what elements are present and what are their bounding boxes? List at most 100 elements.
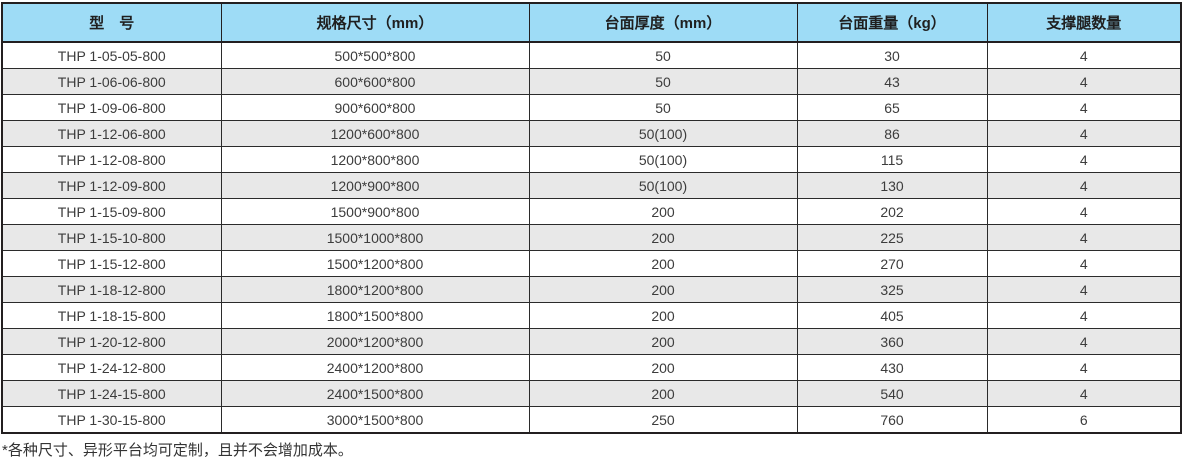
cell-weight: 43 xyxy=(796,68,988,95)
cell-thickness: 200 xyxy=(528,224,798,251)
cell-legs: 4 xyxy=(986,224,1182,251)
cell-weight: 225 xyxy=(796,224,988,251)
cell-legs: 4 xyxy=(986,354,1182,381)
cell-thickness: 200 xyxy=(528,250,798,277)
cell-legs: 4 xyxy=(986,250,1182,277)
cell-weight: 86 xyxy=(796,120,988,147)
table-row: THP 1-24-15-800 2400*1500*800 200 540 4 xyxy=(1,380,1182,407)
spec-table-container: 型 号 规格尺寸（mm） 台面厚度（mm） 台面重量（kg） 支撑腿数量 THP… xyxy=(1,2,1182,434)
table-row: THP 1-20-12-800 2000*1200*800 200 360 4 xyxy=(1,328,1182,355)
cell-thickness: 50 xyxy=(528,41,798,69)
col-header-model: 型 号 xyxy=(1,2,222,43)
cell-dimensions: 1800*1200*800 xyxy=(220,276,530,303)
cell-dimensions: 1500*1200*800 xyxy=(220,250,530,277)
cell-weight: 540 xyxy=(796,380,988,407)
cell-dimensions: 600*600*800 xyxy=(220,68,530,95)
cell-legs: 4 xyxy=(986,68,1182,95)
cell-dimensions: 1500*900*800 xyxy=(220,198,530,225)
cell-model: THP 1-24-12-800 xyxy=(1,354,222,381)
cell-weight: 115 xyxy=(796,146,988,173)
cell-weight: 405 xyxy=(796,302,988,329)
table-row: THP 1-18-15-800 1800*1500*800 200 405 4 xyxy=(1,302,1182,329)
table-row: THP 1-12-08-800 1200*800*800 50(100) 115 4 xyxy=(1,146,1182,173)
table-row: THP 1-15-12-800 1500*1200*800 200 270 4 xyxy=(1,250,1182,277)
col-header-dimensions: 规格尺寸（mm） xyxy=(220,2,530,43)
cell-dimensions: 2400*1500*800 xyxy=(220,380,530,407)
cell-legs: 4 xyxy=(986,302,1182,329)
cell-legs: 6 xyxy=(986,406,1182,434)
cell-model: THP 1-30-15-800 xyxy=(1,406,222,434)
table-row: THP 1-12-09-800 1200*900*800 50(100) 130 4 xyxy=(1,172,1182,199)
cell-model: THP 1-18-15-800 xyxy=(1,302,222,329)
cell-dimensions: 1200*600*800 xyxy=(220,120,530,147)
cell-model: THP 1-18-12-800 xyxy=(1,276,222,303)
cell-legs: 4 xyxy=(986,41,1182,69)
cell-thickness: 200 xyxy=(528,276,798,303)
table-header: 型 号 规格尺寸（mm） 台面厚度（mm） 台面重量（kg） 支撑腿数量 xyxy=(1,2,1182,43)
cell-weight: 760 xyxy=(796,406,988,434)
cell-legs: 4 xyxy=(986,328,1182,355)
cell-model: THP 1-09-06-800 xyxy=(1,94,222,121)
cell-thickness: 250 xyxy=(528,406,798,434)
footnote: *各种尺寸、异形平台均可定制，且并不会增加成本。 xyxy=(2,442,353,459)
cell-model: THP 1-05-05-800 xyxy=(1,41,222,69)
cell-model: THP 1-12-08-800 xyxy=(1,146,222,173)
cell-dimensions: 2000*1200*800 xyxy=(220,328,530,355)
cell-weight: 202 xyxy=(796,198,988,225)
table-row: THP 1-09-06-800 900*600*800 50 65 4 xyxy=(1,94,1182,121)
cell-weight: 360 xyxy=(796,328,988,355)
cell-legs: 4 xyxy=(986,94,1182,121)
cell-model: THP 1-15-10-800 xyxy=(1,224,222,251)
cell-model: THP 1-15-09-800 xyxy=(1,198,222,225)
cell-legs: 4 xyxy=(986,146,1182,173)
cell-legs: 4 xyxy=(986,380,1182,407)
table-row: THP 1-18-12-800 1800*1200*800 200 325 4 xyxy=(1,276,1182,303)
cell-model: THP 1-15-12-800 xyxy=(1,250,222,277)
cell-legs: 4 xyxy=(986,276,1182,303)
table-row: THP 1-24-12-800 2400*1200*800 200 430 4 xyxy=(1,354,1182,381)
cell-thickness: 50 xyxy=(528,68,798,95)
header-row: 型 号 规格尺寸（mm） 台面厚度（mm） 台面重量（kg） 支撑腿数量 xyxy=(1,2,1182,43)
col-header-weight: 台面重量（kg） xyxy=(796,2,988,43)
table-row: THP 1-15-09-800 1500*900*800 200 202 4 xyxy=(1,198,1182,225)
cell-dimensions: 900*600*800 xyxy=(220,94,530,121)
cell-thickness: 200 xyxy=(528,302,798,329)
cell-dimensions: 1500*1000*800 xyxy=(220,224,530,251)
table-row: THP 1-12-06-800 1200*600*800 50(100) 86 4 xyxy=(1,120,1182,147)
cell-dimensions: 1200*800*800 xyxy=(220,146,530,173)
table-row: THP 1-30-15-800 3000*1500*800 250 760 6 xyxy=(1,406,1182,434)
cell-dimensions: 1800*1500*800 xyxy=(220,302,530,329)
cell-weight: 430 xyxy=(796,354,988,381)
cell-dimensions: 1200*900*800 xyxy=(220,172,530,199)
cell-weight: 130 xyxy=(796,172,988,199)
col-header-legs: 支撑腿数量 xyxy=(986,2,1182,43)
cell-legs: 4 xyxy=(986,172,1182,199)
cell-legs: 4 xyxy=(986,120,1182,147)
cell-thickness: 200 xyxy=(528,380,798,407)
cell-dimensions: 3000*1500*800 xyxy=(220,406,530,434)
cell-weight: 325 xyxy=(796,276,988,303)
cell-thickness: 50(100) xyxy=(528,172,798,199)
cell-weight: 270 xyxy=(796,250,988,277)
cell-dimensions: 2400*1200*800 xyxy=(220,354,530,381)
cell-thickness: 200 xyxy=(528,328,798,355)
cell-model: THP 1-20-12-800 xyxy=(1,328,222,355)
cell-dimensions: 500*500*800 xyxy=(220,41,530,69)
table-row: THP 1-06-06-800 600*600*800 50 43 4 xyxy=(1,68,1182,95)
cell-weight: 65 xyxy=(796,94,988,121)
cell-model: THP 1-06-06-800 xyxy=(1,68,222,95)
table-body: THP 1-05-05-800 500*500*800 50 30 4 THP 1-06-… xyxy=(1,41,1182,434)
cell-thickness: 50(100) xyxy=(528,120,798,147)
cell-weight: 30 xyxy=(796,41,988,69)
table-row: THP 1-05-05-800 500*500*800 50 30 4 xyxy=(1,41,1182,69)
cell-model: THP 1-12-09-800 xyxy=(1,172,222,199)
cell-model: THP 1-12-06-800 xyxy=(1,120,222,147)
cell-thickness: 200 xyxy=(528,354,798,381)
product-spec-table: 型 号 规格尺寸（mm） 台面厚度（mm） 台面重量（kg） 支撑腿数量 THP… xyxy=(1,2,1182,434)
col-header-thickness: 台面厚度（mm） xyxy=(528,2,798,43)
cell-model: THP 1-24-15-800 xyxy=(1,380,222,407)
cell-thickness: 200 xyxy=(528,198,798,225)
cell-legs: 4 xyxy=(986,198,1182,225)
table-row: THP 1-15-10-800 1500*1000*800 200 225 4 xyxy=(1,224,1182,251)
cell-thickness: 50 xyxy=(528,94,798,121)
